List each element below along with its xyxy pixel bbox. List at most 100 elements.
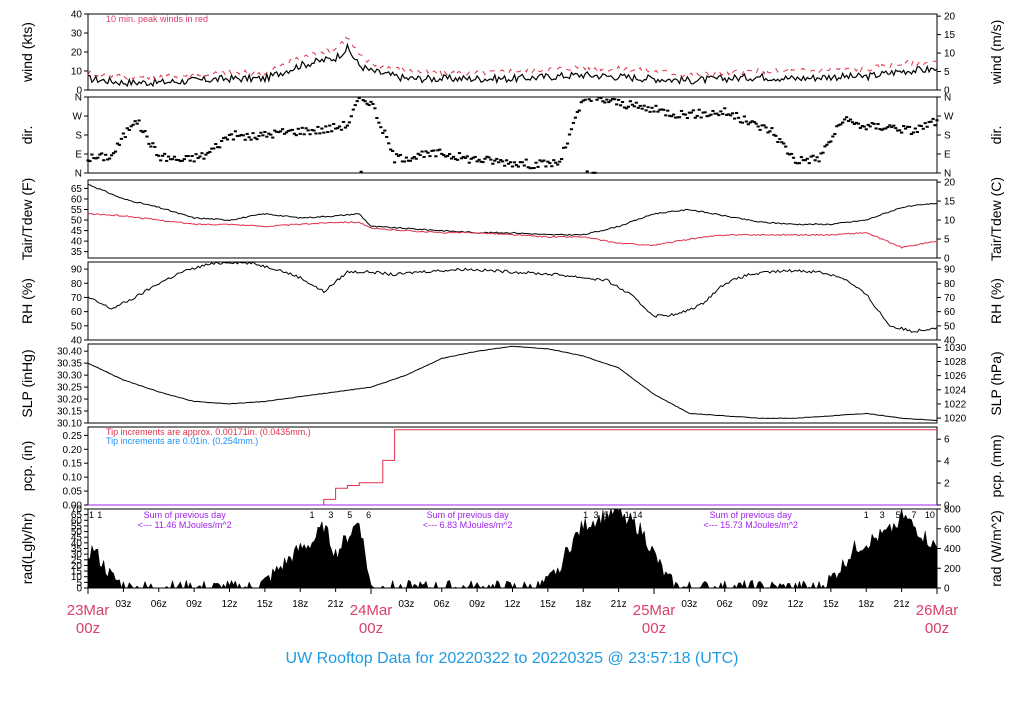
dir-point (540, 160, 544, 163)
dir-point (379, 126, 383, 129)
dir-point (864, 128, 868, 131)
dir-point (121, 132, 125, 135)
dir-point (412, 155, 416, 158)
day-label-time: 00z (359, 620, 383, 637)
dir-point (617, 98, 621, 101)
rad-day-marker: 5 (896, 510, 901, 520)
left-tick-label-pcp: 0.25 (63, 431, 83, 442)
dir-point (444, 155, 448, 158)
dir-point (436, 149, 440, 152)
x-tick-label: 15z (823, 599, 839, 610)
dir-point (768, 130, 772, 133)
dir-point (351, 108, 355, 111)
dir-point (381, 132, 385, 135)
day-label-date: 23Mar (67, 602, 110, 619)
right-tick-label-temp: 5 (944, 235, 950, 246)
x-tick-label: 03z (681, 599, 697, 610)
ylabel-left-wind: wind (kts) (19, 22, 35, 83)
dir-point (544, 165, 548, 168)
left-tick-label-rad: 0 (76, 584, 82, 595)
dir-point (170, 158, 175, 161)
left-tick-label-wind: 30 (71, 29, 83, 40)
dir-point (251, 132, 255, 135)
dir-point (656, 110, 660, 113)
dir-point (662, 108, 666, 111)
left-tick-label-rh: 50 (71, 321, 83, 332)
dir-point (809, 155, 813, 158)
dir-point (585, 170, 589, 173)
left-tick-label-wind: 20 (71, 48, 83, 59)
left-tick-label-rad: 35 (71, 544, 83, 555)
dir-point (153, 145, 157, 148)
dir-point (717, 114, 721, 117)
dir-point (493, 159, 497, 162)
dir-point (530, 167, 534, 170)
dir-point (927, 121, 931, 124)
dir-point (438, 148, 442, 151)
dir-point (583, 98, 587, 101)
right-tick-label-wind: 15 (944, 30, 956, 41)
x-tick-label: 06z (434, 599, 450, 610)
dir-point (674, 116, 678, 119)
dir-point (302, 133, 306, 136)
dir-point (98, 153, 102, 156)
right-tick-label-rad: 400 (944, 544, 961, 555)
dir-point (422, 155, 426, 158)
dir-point (204, 153, 208, 156)
dir-point (819, 152, 823, 155)
dir-point (155, 154, 159, 157)
series-line-wind-1 (87, 36, 938, 81)
dir-point (396, 154, 401, 157)
dir-point (734, 111, 739, 114)
series-line-pcp-0 (88, 429, 937, 506)
dir-point (123, 136, 127, 139)
dir-point (294, 134, 298, 137)
dir-point (487, 156, 491, 159)
dir-point (727, 113, 731, 116)
dir-point (825, 143, 829, 146)
dir-point (882, 127, 886, 130)
dir-point (253, 136, 257, 139)
dir-point (225, 138, 230, 141)
dir-point (290, 128, 294, 131)
x-tick-label: 12z (504, 599, 520, 610)
dir-point (451, 155, 456, 158)
left-tick-label-rad: 25 (71, 555, 83, 566)
panel-frame-dir (87, 96, 938, 174)
day-label-date: 24Mar (350, 602, 393, 619)
dir-point (261, 134, 265, 137)
left-tick-label-rad: 45 (71, 533, 83, 544)
dir-point (373, 107, 377, 110)
right-tick-label-rad: 600 (944, 524, 961, 535)
dir-point (239, 133, 243, 136)
dir-point (788, 153, 792, 156)
dir-point (477, 158, 481, 161)
dir-point (699, 116, 703, 119)
rad-day-marker: 10 (925, 510, 935, 520)
dir-point (510, 165, 515, 168)
right-tick-label-pcp: 4 (944, 457, 950, 468)
dir-point (556, 163, 560, 166)
dir-point (308, 133, 312, 136)
dir-point (811, 154, 815, 157)
dir-point (394, 153, 399, 156)
left-tick-label-slp: 30.30 (57, 371, 82, 382)
dir-point (731, 112, 735, 115)
dir-point (815, 156, 819, 159)
pcp-annotation-0: Tip increments are approx. 0.00171in. (0… (106, 427, 311, 437)
dir-point (605, 98, 609, 101)
dir-point (208, 150, 212, 153)
dir-point (636, 106, 640, 109)
right-tick-label-temp: 20 (944, 178, 956, 189)
dir-point (168, 158, 173, 161)
dir-point (921, 127, 925, 130)
dir-point (216, 146, 220, 149)
dir-point (196, 157, 200, 160)
right-tick-label-rh: 80 (944, 279, 956, 290)
x-tick-label: 18z (858, 599, 874, 610)
dir-point (886, 126, 890, 129)
dir-point (835, 125, 839, 128)
dir-point (748, 121, 752, 124)
dir-point (514, 164, 519, 167)
dir-point (723, 107, 727, 110)
